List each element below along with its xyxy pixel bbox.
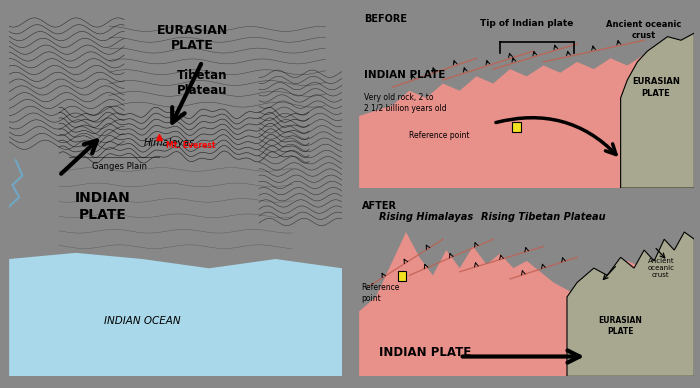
- Polygon shape: [9, 253, 342, 376]
- Text: Ancient oceanic
crust: Ancient oceanic crust: [606, 21, 682, 40]
- Text: AFTER: AFTER: [363, 201, 398, 211]
- Text: EURASIAN
PLATE: EURASIAN PLATE: [157, 24, 228, 52]
- Text: Rising Tibetan Plateau: Rising Tibetan Plateau: [481, 212, 606, 222]
- Text: Ancient
oceanic
crust: Ancient oceanic crust: [648, 258, 674, 278]
- Text: INDIAN PLATE: INDIAN PLATE: [379, 346, 472, 359]
- Text: Mt. Everest: Mt. Everest: [166, 141, 215, 150]
- Text: Reference point: Reference point: [410, 132, 470, 140]
- Polygon shape: [359, 47, 694, 188]
- Bar: [512, 122, 521, 132]
- Text: BEFORE: BEFORE: [364, 14, 407, 24]
- Text: EURASIAN
PLATE: EURASIAN PLATE: [598, 316, 643, 336]
- Text: Tip of Indian plate: Tip of Indian plate: [480, 19, 573, 28]
- Text: Reference
point: Reference point: [360, 283, 399, 303]
- Text: Himalayas: Himalayas: [144, 138, 195, 148]
- Text: Very old rock, 2 to
2 1/2 billion years old: Very old rock, 2 to 2 1/2 billion years …: [364, 93, 447, 113]
- Text: EURASIAN
PLATE: EURASIAN PLATE: [632, 77, 680, 97]
- Text: INDIAN OCEAN: INDIAN OCEAN: [104, 316, 181, 326]
- Text: Tibetan
Plateau: Tibetan Plateau: [177, 69, 228, 97]
- Polygon shape: [567, 232, 694, 376]
- Text: INDIAN PLATE: INDIAN PLATE: [364, 69, 445, 80]
- Polygon shape: [359, 232, 694, 376]
- Polygon shape: [621, 33, 694, 188]
- Bar: [398, 271, 407, 281]
- Text: Rising Himalayas: Rising Himalayas: [379, 212, 473, 222]
- Text: INDIAN
PLATE: INDIAN PLATE: [74, 191, 130, 222]
- Text: Ganges Plain: Ganges Plain: [92, 162, 148, 171]
